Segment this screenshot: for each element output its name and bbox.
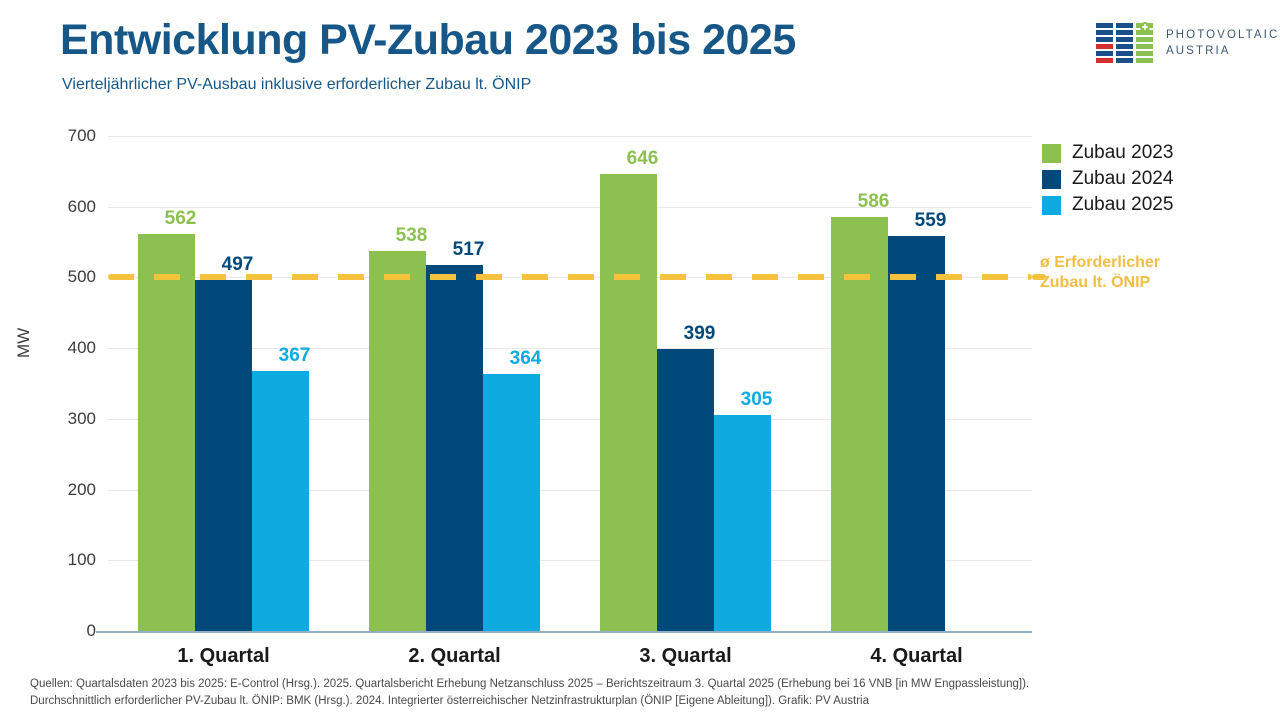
bar-value-label: 559: [914, 209, 947, 231]
x-axis-tick-label: 2. Quartal: [408, 645, 501, 667]
reference-line-onip: [108, 274, 1032, 281]
legend-label: Zubau 2024: [1072, 168, 1174, 189]
reference-line-label: ø Erforderlicher Zubau lt. ÖNIP: [1040, 253, 1160, 293]
bar-value-label: 305: [740, 389, 773, 411]
source-footer: Quellen: Quartalsdaten 2023 bis 2025: E-…: [30, 676, 1260, 709]
chart-header: Entwicklung PV-Zubau 2023 bis 2025 Viert…: [0, 0, 1280, 110]
bar-value-label: 367: [278, 345, 311, 367]
chart-legend: Zubau 2023 Zubau 2024 Zubau 2025: [1042, 140, 1173, 218]
legend-label: Zubau 2023: [1072, 142, 1174, 163]
y-axis-tick-label: 300: [67, 408, 96, 428]
pv-austria-logo: PHOTOVOLTAIC AUSTRIA: [1096, 22, 1277, 66]
reference-line-label-line-2: Zubau lt. ÖNIP: [1040, 274, 1151, 292]
x-axis-tick-label: 1. Quartal: [177, 645, 270, 667]
bar-value-label: 399: [683, 322, 716, 344]
y-axis-tick-label: 100: [67, 550, 96, 570]
x-axis-tick-label: 4. Quartal: [870, 645, 963, 667]
gridline: [108, 489, 1032, 491]
logo-line-1: PHOTOVOLTAIC: [1166, 29, 1280, 41]
bar: [483, 373, 540, 631]
y-axis-tick-label: 200: [67, 479, 96, 499]
plot-area: 562 497 367 538 517 364 646 399 305 586 559: [96, 136, 1032, 633]
bar: [252, 371, 309, 631]
bar: [600, 174, 657, 631]
bar: [138, 233, 195, 631]
bar-value-label: 646: [626, 148, 659, 170]
y-axis-title: MW: [14, 327, 33, 358]
source-line-2: Durchschnittlich erforderlicher PV-Zubau…: [30, 694, 869, 707]
bar-value-label: 517: [452, 239, 485, 261]
bar-value-label: 562: [164, 207, 197, 229]
gridline: [108, 560, 1032, 562]
bar-chart: MW 0 100 200 300 400 500 600 700 562 497 367 538 51…: [0, 110, 1280, 670]
bar: [195, 279, 252, 631]
y-axis-tick-label: 0: [86, 621, 96, 640]
legend-swatch: [1042, 143, 1061, 163]
gridline: [108, 206, 1032, 208]
page-subtitle: Vierteljährlicher PV-Ausbau inklusive er…: [62, 76, 532, 93]
pv-cells-logo-icon: [1096, 22, 1156, 66]
gridline: [108, 348, 1032, 350]
x-axis-tick-label: 3. Quartal: [639, 645, 732, 667]
gridline: [108, 136, 1032, 137]
bar: [888, 235, 945, 631]
bar: [831, 216, 888, 631]
legend-item[interactable]: Zubau 2024: [1042, 166, 1173, 192]
bar-value-label: 538: [395, 224, 428, 246]
y-axis-tick-label: 400: [67, 338, 96, 358]
logo-wordmark: PHOTOVOLTAIC AUSTRIA: [1166, 28, 1279, 59]
legend-item[interactable]: Zubau 2023: [1042, 140, 1173, 166]
page-title: Entwicklung PV-Zubau 2023 bis 2025: [60, 16, 796, 64]
logo-line-2: AUSTRIA: [1166, 44, 1231, 57]
reference-line-stub: [1032, 274, 1046, 281]
y-axis-tick-label: 700: [67, 126, 96, 145]
legend-label: Zubau 2025: [1072, 194, 1174, 215]
y-axis-tick-label: 500: [67, 267, 96, 287]
source-line-1: Quellen: Quartalsdaten 2023 bis 2025: E-…: [30, 678, 1030, 690]
x-axis-line: [96, 631, 1032, 633]
bar: [657, 348, 714, 631]
bar: [426, 265, 483, 631]
bar: [714, 415, 771, 631]
legend-swatch: [1042, 195, 1061, 215]
bar-value-label: 364: [509, 347, 542, 369]
legend-item[interactable]: Zubau 2025: [1042, 192, 1173, 218]
y-axis-tick-label: 600: [67, 196, 96, 216]
legend-swatch: [1042, 169, 1061, 189]
bar-value-label: 497: [221, 253, 254, 275]
bar: [369, 250, 426, 631]
gridline: [108, 418, 1032, 420]
reference-line-label-line-1: ø Erforderlicher: [1040, 254, 1161, 272]
bar-value-label: 586: [857, 190, 890, 212]
